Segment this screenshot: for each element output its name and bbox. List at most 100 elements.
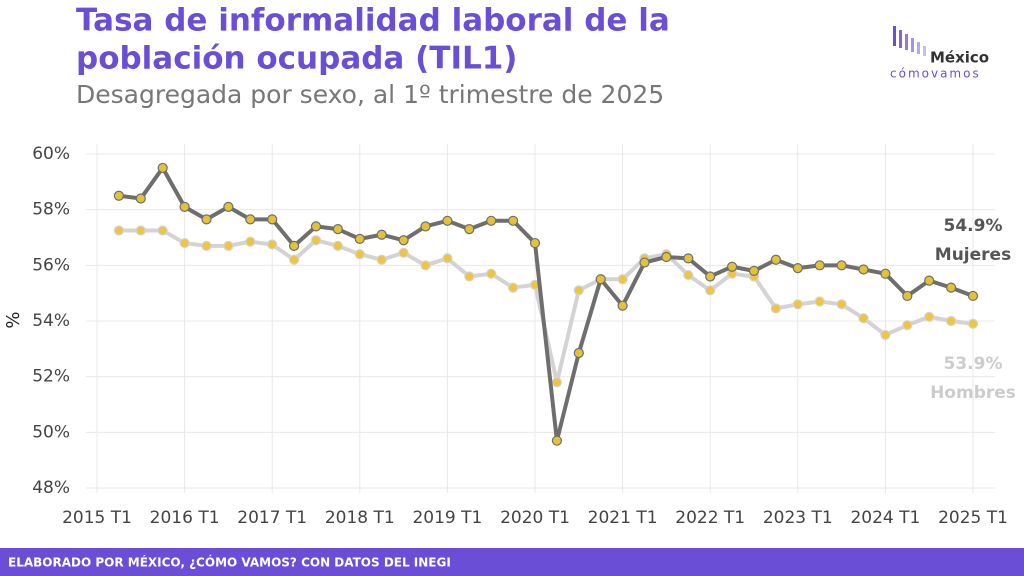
data-point	[507, 282, 519, 293]
data-point	[945, 315, 957, 327]
x-tick-label: 2023 T1	[763, 508, 833, 528]
logo-text: México	[930, 49, 989, 67]
y-tick-label: 56%	[32, 255, 70, 275]
x-tick-label: 2021 T1	[588, 508, 658, 528]
data-point	[924, 311, 935, 322]
data-point	[814, 260, 825, 271]
legend-label: Hombres	[930, 383, 1016, 403]
data-point	[967, 290, 979, 302]
data-point	[135, 225, 146, 236]
data-point	[705, 285, 716, 296]
data-point	[814, 296, 825, 307]
data-point	[858, 313, 869, 324]
data-point	[924, 275, 935, 286]
data-point	[464, 224, 475, 235]
data-point	[157, 162, 168, 174]
data-point	[726, 261, 738, 272]
data-point	[289, 254, 300, 265]
data-point	[486, 215, 497, 226]
data-point	[945, 282, 957, 293]
data-point	[529, 237, 541, 249]
data-point	[223, 240, 234, 251]
data-point	[135, 193, 146, 204]
data-point	[398, 235, 409, 246]
data-point	[902, 320, 913, 331]
y-tick-label: 50%	[32, 422, 70, 442]
data-point	[486, 268, 497, 279]
data-point	[967, 318, 979, 329]
data-point	[179, 201, 190, 212]
data-point	[376, 254, 387, 265]
end-label: 53.9%	[944, 354, 1003, 374]
data-point	[683, 253, 694, 264]
data-point	[617, 300, 628, 311]
data-point	[748, 265, 760, 276]
data-point	[310, 235, 322, 246]
data-point	[551, 377, 563, 388]
data-point	[442, 253, 453, 264]
data-point	[398, 247, 409, 258]
x-tick-label: 2020 T1	[500, 508, 570, 528]
data-point	[289, 240, 300, 251]
data-point	[113, 225, 125, 236]
data-point	[573, 347, 584, 359]
data-point	[880, 268, 891, 279]
series-line	[118, 165, 974, 443]
end-label: 54.9%	[944, 216, 1003, 236]
data-point	[880, 329, 891, 341]
data-point	[792, 263, 803, 274]
data-point	[420, 221, 431, 232]
x-tick-label: 2025 T1	[938, 508, 1008, 528]
data-point	[310, 221, 322, 232]
data-point	[354, 249, 365, 260]
footer: ELABORADO POR MÉXICO, ¿CÓMO VAMOS? CON D…	[8, 555, 451, 570]
data-point	[595, 274, 606, 285]
y-tick-label: 60%	[32, 144, 70, 164]
data-point	[705, 271, 716, 282]
data-point	[639, 257, 650, 268]
x-tick-label: 2018 T1	[325, 508, 395, 528]
x-tick-label: 2024 T1	[850, 508, 920, 528]
data-point	[245, 236, 256, 247]
data-point	[332, 224, 343, 235]
x-tick-label: 2016 T1	[150, 508, 220, 528]
x-tick-label: 2019 T1	[412, 508, 482, 528]
x-tick-label: 2015 T1	[62, 508, 132, 528]
data-point	[683, 269, 694, 281]
chart-title: población ocupada (TIL1)	[76, 41, 517, 77]
chart-title: Tasa de informalidad laboral de la	[76, 3, 670, 39]
x-tick-label: 2022 T1	[675, 508, 745, 528]
data-point	[420, 260, 431, 271]
data-point	[551, 435, 563, 446]
data-point	[267, 239, 278, 250]
data-point	[179, 237, 190, 249]
data-point	[617, 274, 628, 285]
data-point	[573, 285, 584, 296]
data-point	[902, 290, 913, 302]
data-point	[376, 229, 387, 240]
data-point	[464, 271, 475, 282]
data-point	[661, 251, 672, 263]
data-point	[836, 260, 847, 271]
data-point	[792, 299, 803, 310]
data-point	[836, 299, 847, 310]
x-tick-label: 2017 T1	[237, 508, 307, 528]
data-point	[201, 240, 212, 251]
data-point	[770, 254, 782, 265]
data-point	[245, 214, 256, 225]
logo-text: cómovamos	[890, 67, 981, 81]
y-tick-label: 54%	[32, 311, 70, 331]
y-axis-label: %	[3, 311, 24, 328]
y-tick-label: 48%	[32, 478, 70, 498]
data-point	[113, 190, 125, 201]
data-point	[354, 233, 365, 244]
data-point	[332, 240, 343, 251]
footer-bar	[0, 548, 1024, 576]
legend-label: Mujeres	[935, 245, 1011, 265]
data-point	[442, 215, 453, 226]
data-point	[201, 214, 212, 225]
data-point	[770, 303, 782, 314]
y-tick-label: 52%	[32, 367, 70, 387]
chart-subtitle: Desagregada por sexo, al 1º trimestre de…	[76, 80, 664, 109]
